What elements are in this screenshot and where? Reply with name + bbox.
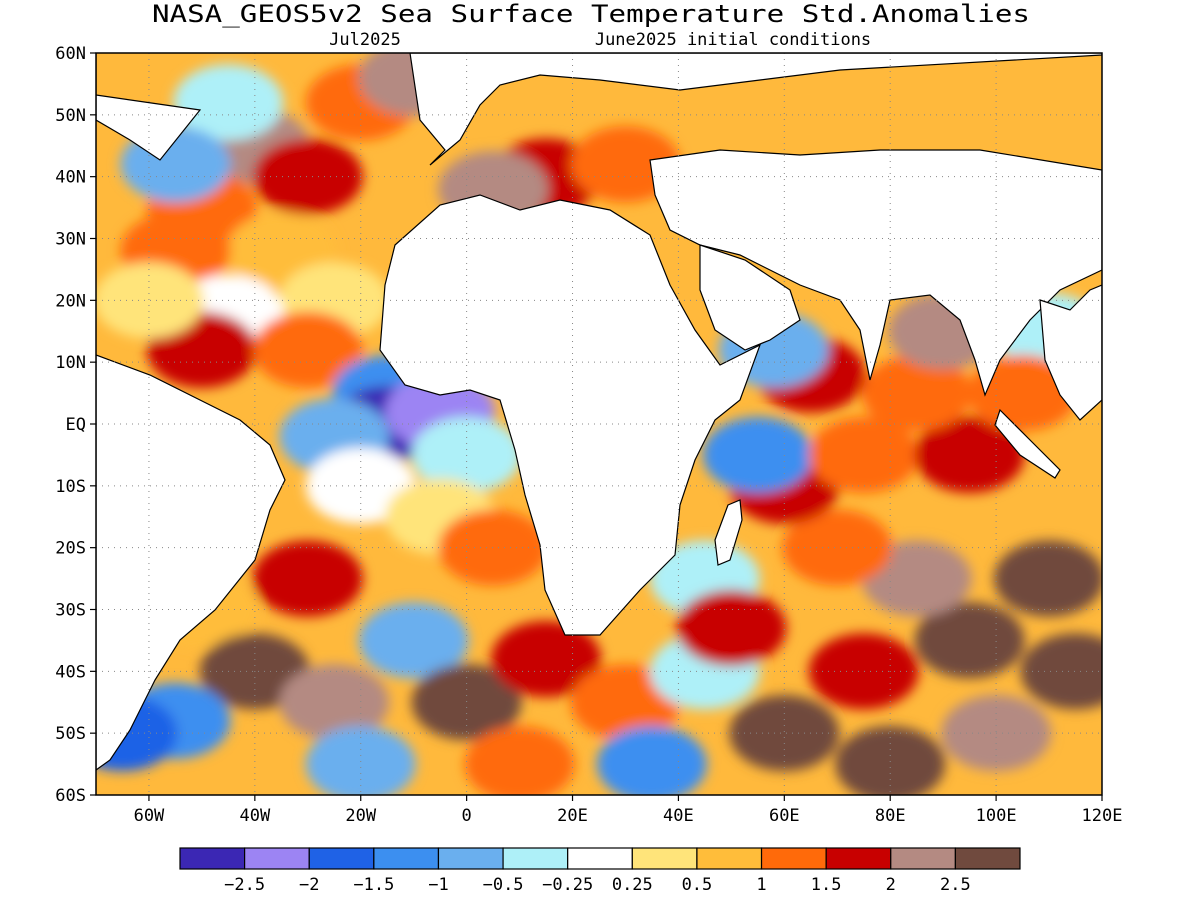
colorbar-swatch (308, 847, 375, 870)
anomaly-region (305, 726, 416, 795)
anomaly-region (702, 416, 813, 493)
colorbar-swatch (696, 847, 763, 870)
lon-tick-label: 20W (345, 806, 376, 826)
anomaly-region (808, 633, 919, 710)
land-masses (96, 53, 1102, 771)
lon-tick-label: 60W (134, 806, 165, 826)
anomaly-region (173, 64, 284, 141)
map-gridlines (96, 53, 1102, 795)
anomaly-region (914, 602, 1025, 679)
anomaly-region (411, 664, 522, 741)
colorbar-swatch (244, 847, 310, 870)
lon-tick-label: 40W (239, 806, 270, 826)
lat-tick-label: 30N (55, 230, 86, 250)
colorbar-label: 2.5 (940, 875, 971, 895)
lat-tick-label: 40N (55, 168, 86, 188)
lat-tick-label: 60S (55, 786, 86, 806)
anomaly-region (438, 509, 549, 586)
colorbar-swatch (760, 847, 827, 870)
anomaly-region (411, 416, 522, 493)
colorbar-label: −1 (428, 875, 448, 895)
anomaly-region (1020, 633, 1102, 710)
colorbar-label: −0.25 (542, 875, 593, 895)
anomaly-region (464, 726, 575, 795)
americas-landmass (96, 53, 286, 771)
anomaly-region (252, 138, 363, 215)
anomaly-region (994, 540, 1102, 617)
colorbar-swatch (437, 847, 504, 870)
anomaly-region (835, 726, 946, 795)
colorbar-label: 1.5 (811, 875, 842, 895)
anomaly-region (808, 416, 919, 493)
colorbar-label: −1.5 (353, 875, 394, 895)
anomaly-region (252, 540, 363, 617)
lat-tick-label: 50N (55, 106, 86, 126)
lat-tick-label: 10N (55, 353, 86, 373)
lon-tick-label: 120E (1082, 806, 1123, 826)
anomaly-region (491, 620, 602, 697)
asia-landmass (649, 149, 1102, 397)
lat-tick-label: EQ (66, 415, 86, 435)
colorbar-swatch (567, 847, 633, 870)
anomaly-region (729, 695, 840, 772)
colorbar-swatch (631, 847, 698, 870)
anomaly-region (967, 355, 1078, 432)
colorbar-label: 0.5 (682, 875, 713, 895)
figure-title: NASA_GEOS5v2 Sea Surface Temperature Std… (152, 0, 1030, 28)
latitude-axis: 60N 50N 40N 30N 20N 10N EQ 10S 20S 30S 40S 50S 60S (55, 44, 96, 806)
lat-tick-label: 40S (55, 662, 86, 682)
arabia-peninsula (699, 244, 801, 351)
lon-tick-label: 20E (557, 806, 588, 826)
lon-tick-label: 100E (976, 806, 1017, 826)
anomaly-region (676, 590, 787, 667)
lat-tick-label: 20N (55, 291, 86, 311)
anomaly-region (861, 355, 972, 432)
colorbar-label: 2 (886, 875, 896, 895)
anomaly-region (596, 726, 707, 795)
lon-tick-label: 60E (769, 806, 800, 826)
sumatra-island (994, 408, 1061, 479)
colorbar-swatch (825, 847, 892, 870)
anomaly-region (252, 311, 363, 388)
colorbar-swatch (502, 847, 569, 870)
anomaly-region (782, 509, 893, 586)
colorbar: −2.5 −2 −1.5 −1 −0.5 −0.25 0.25 0.5 1 1.5 2 2.5 (179, 847, 1021, 895)
anomaly-region (358, 602, 469, 679)
colorbar-swatch (373, 847, 440, 870)
lat-tick-label: 60N (55, 44, 86, 64)
lon-tick-label: 80E (875, 806, 906, 826)
africa-landmass (379, 194, 762, 636)
colorbar-label: −2 (299, 875, 319, 895)
map-plot-area (96, 53, 1102, 795)
lat-tick-label: 20S (55, 539, 86, 559)
colorbar-label: 0.25 (612, 875, 653, 895)
lat-tick-label: 50S (55, 724, 86, 744)
anomaly-region (279, 664, 390, 741)
madagascar-landmass (714, 499, 743, 566)
lat-tick-label: 30S (55, 601, 86, 621)
europe-landmass (409, 53, 1102, 166)
forecast-month-label: Jul2025 (329, 30, 401, 50)
longitude-axis: 60W 40W 20W 0 20E 40E 60E 80E 100E 120E (134, 795, 1123, 826)
indochina-landmass (1039, 284, 1102, 421)
colorbar-label: −0.5 (483, 875, 524, 895)
colorbar-swatch (179, 847, 246, 870)
initial-conditions-label: June2025 initial conditions (595, 30, 871, 50)
colorbar-label: 1 (756, 875, 766, 895)
colorbar-swatch (954, 847, 1021, 870)
lat-tick-label: 10S (55, 477, 86, 497)
anomaly-region (914, 416, 1025, 493)
anomaly-region (96, 262, 204, 339)
lon-tick-label: 0 (462, 806, 472, 826)
colorbar-label: −2.5 (224, 875, 265, 895)
lon-tick-label: 40E (663, 806, 694, 826)
colorbar-swatch (890, 847, 956, 870)
